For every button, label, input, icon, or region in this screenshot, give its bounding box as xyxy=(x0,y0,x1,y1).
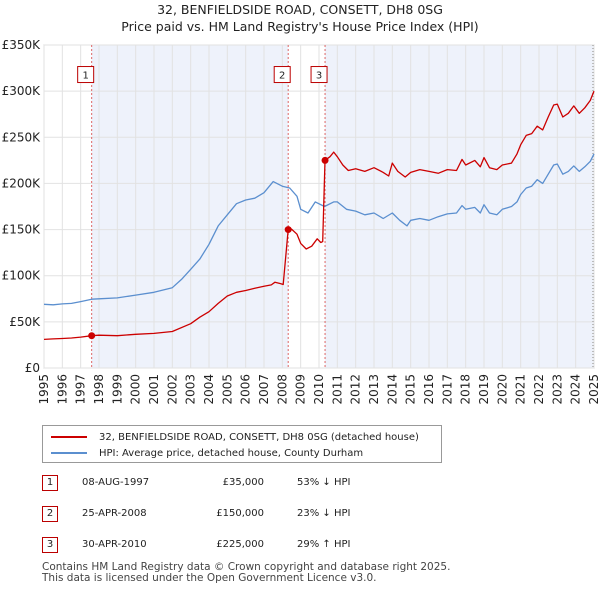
sales-date: 25-APR-2008 xyxy=(82,508,147,519)
x-tick-label: 2015 xyxy=(404,374,418,405)
shaded-period xyxy=(325,45,594,368)
x-tick-label: 2012 xyxy=(349,374,363,405)
sales-number-badge: 3 xyxy=(42,537,58,553)
y-tick-label: £250K xyxy=(2,130,42,144)
legend-label-property: 32, BENFIELDSIDE ROAD, CONSETT, DH8 0SG … xyxy=(99,431,419,443)
sale-marker xyxy=(321,156,329,164)
footer-attribution: Contains HM Land Registry data © Crown c… xyxy=(42,561,451,584)
x-tick-label: 2024 xyxy=(569,374,583,405)
sales-hpi-diff: 53% ↓ HPI xyxy=(297,477,351,488)
sales-number-badge: 1 xyxy=(42,475,58,491)
sale-marker xyxy=(88,332,96,340)
sales-hpi-diff: 29% ↑ HPI xyxy=(297,539,351,550)
x-tick-label: 2017 xyxy=(440,374,454,405)
legend-label-hpi: HPI: Average price, detached house, Coun… xyxy=(99,447,364,459)
y-tick-label: £100K xyxy=(2,269,42,283)
x-tick-label: 2021 xyxy=(514,374,528,405)
sale-annotation-label: 2 xyxy=(279,71,285,82)
sale-annotation-box xyxy=(310,66,328,84)
x-tick-label: 2020 xyxy=(495,374,509,405)
hpi-line xyxy=(43,153,595,306)
property-price-line xyxy=(43,90,595,341)
sale-annotation-box xyxy=(77,66,95,84)
x-tick-label: 2006 xyxy=(239,374,253,405)
x-tick-label: 2011 xyxy=(330,374,344,405)
chart-title: 32, BENFIELDSIDE ROAD, CONSETT, DH8 0SG xyxy=(157,2,443,17)
x-tick-label: 2002 xyxy=(165,374,179,405)
sales-price: £225,000 xyxy=(216,539,264,550)
sales-date: 08-AUG-1997 xyxy=(82,477,150,488)
x-tick-label: 2016 xyxy=(422,374,436,405)
x-tick-label: 2003 xyxy=(184,374,198,405)
x-tick-label: 1998 xyxy=(92,374,106,405)
price-chart: 32, BENFIELDSIDE ROAD, CONSETT, DH8 0SG … xyxy=(2,2,600,405)
shaded-period xyxy=(91,45,289,368)
sales-date: 30-APR-2010 xyxy=(82,539,147,550)
x-tick-label: 1999 xyxy=(110,374,124,405)
chart-subtitle: Price paid vs. HM Land Registry's House … xyxy=(121,19,478,34)
legend: 32, BENFIELDSIDE ROAD, CONSETT, DH8 0SG … xyxy=(42,425,442,463)
legend-swatch-hpi xyxy=(51,452,87,454)
sales-number-badge: 2 xyxy=(42,506,58,522)
x-tick-label: 2013 xyxy=(367,374,381,405)
x-tick-label: 2001 xyxy=(147,374,161,405)
x-tick-label: 2018 xyxy=(459,374,473,405)
x-tick-label: 1997 xyxy=(74,374,88,405)
legend-item-hpi: HPI: Average price, detached house, Coun… xyxy=(51,445,363,461)
x-tick-label: 2019 xyxy=(477,374,491,405)
y-tick-label: £350K xyxy=(2,38,42,52)
x-tick-label: 1996 xyxy=(55,374,69,405)
y-tick-label: £300K xyxy=(2,84,42,98)
x-tick-label: 2008 xyxy=(275,374,289,405)
y-tick-label: £200K xyxy=(2,176,42,190)
x-tick-label: 2014 xyxy=(385,374,399,405)
sales-hpi-diff: 23% ↓ HPI xyxy=(297,508,351,519)
sales-price: £35,000 xyxy=(222,477,264,488)
x-tick-label: 2009 xyxy=(294,374,308,405)
sale-annotation-label: 3 xyxy=(316,71,322,82)
legend-swatch-property xyxy=(51,436,87,438)
x-tick-label: 1995 xyxy=(37,374,51,405)
legend-item-property: 32, BENFIELDSIDE ROAD, CONSETT, DH8 0SG … xyxy=(51,429,419,445)
x-tick-label: 2010 xyxy=(312,374,326,405)
y-tick-label: £50K xyxy=(9,315,41,329)
x-tick-label: 2022 xyxy=(532,374,546,405)
sale-annotation-box xyxy=(273,66,291,84)
sale-marker xyxy=(284,226,292,234)
x-tick-label: 2000 xyxy=(129,374,143,405)
x-tick-label: 2007 xyxy=(257,374,271,405)
y-tick-label: £150K xyxy=(2,223,42,237)
sale-annotation-label: 1 xyxy=(82,71,88,82)
y-tick-label: £0 xyxy=(25,361,40,375)
x-tick-label: 2025 xyxy=(587,374,600,405)
x-tick-label: 2004 xyxy=(202,374,216,405)
sales-price: £150,000 xyxy=(216,508,264,519)
x-tick-label: 2005 xyxy=(220,374,234,405)
x-tick-label: 2023 xyxy=(550,374,564,405)
